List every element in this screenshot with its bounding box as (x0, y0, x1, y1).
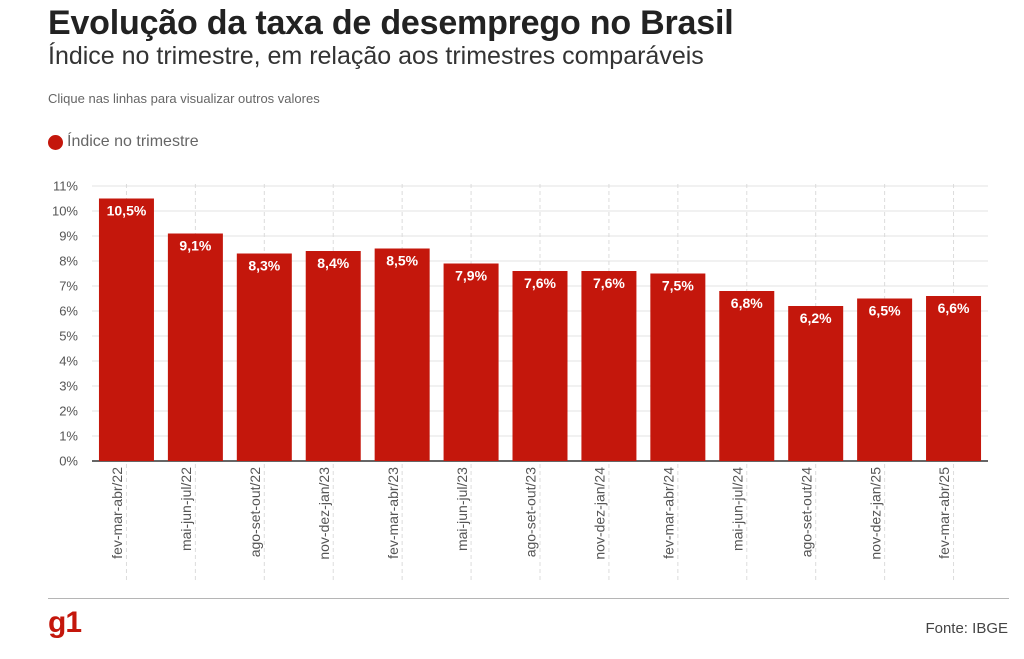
y-tick-label: 4% (59, 354, 78, 369)
bar (581, 271, 637, 461)
bar-value-label: 7,5% (662, 278, 694, 294)
bar (857, 298, 913, 461)
bar-value-label: 6,8% (731, 295, 763, 311)
chart-instruction: Clique nas linhas para visualizar outros… (48, 91, 320, 106)
chart-subtitle: Índice no trimestre, em relação aos trim… (48, 42, 704, 70)
bar-chart: 10,5% 9,1% 8,3% 8,4% 8,5% 7,9% 7,6% 7,6% 7,5% 6,8… (52, 179, 988, 581)
bar-value-label: 10,5% (107, 203, 147, 219)
bar-value-label: 8,3% (248, 258, 280, 274)
y-tick-label: 5% (59, 329, 78, 344)
y-tick-label: 2% (59, 404, 78, 419)
bar-value-label: 9,1% (179, 238, 211, 254)
footer-divider (48, 598, 1009, 599)
y-tick-label: 1% (59, 429, 78, 444)
y-tick-label: 9% (59, 229, 78, 244)
legend-label: Índice no trimestre (67, 133, 199, 150)
bar (167, 233, 223, 461)
x-tick-label: fev-mar-abr/23 (385, 467, 401, 559)
x-axis-ticks: fev-mar-abr/22 mai-jun-jul/22 ago-set-out/… (109, 467, 952, 560)
x-tick-label: ago-set-out/23 (523, 467, 539, 557)
bar (374, 248, 430, 461)
y-tick-label: 0% (59, 454, 78, 469)
bar (719, 291, 775, 461)
x-tick-label: nov-dez-jan/23 (316, 467, 332, 560)
x-tick-label: mai-jun-jul/24 (729, 467, 745, 551)
bar-value-label: 7,6% (593, 275, 625, 291)
x-tick-label: mai-jun-jul/23 (454, 467, 470, 551)
bar (788, 306, 844, 461)
bar (650, 273, 706, 461)
bar-value-label: 8,4% (317, 255, 349, 271)
chart-title: Evolução da taxa de desemprego no Brasil (48, 4, 734, 42)
bar (512, 271, 568, 461)
y-tick-label: 6% (59, 304, 78, 319)
x-tick-label: mai-jun-jul/22 (178, 467, 194, 551)
bar-value-label: 7,9% (455, 268, 487, 284)
x-tick-label: ago-set-out/22 (247, 467, 263, 557)
bars: 10,5% 9,1% 8,3% 8,4% 8,5% 7,9% 7,6% 7,6% 7,5% 6,8… (98, 198, 982, 461)
x-tick-label: fev-mar-abr/22 (109, 467, 125, 559)
bar (926, 296, 982, 461)
x-tick-label: nov-dez-jan/24 (592, 467, 608, 560)
bar (443, 263, 499, 461)
bar-value-label: 6,5% (869, 303, 901, 319)
x-tick-label: ago-set-out/24 (798, 467, 814, 557)
bar (305, 251, 361, 461)
bar (236, 253, 292, 461)
y-tick-label: 8% (59, 254, 78, 269)
legend-dot-icon (48, 134, 63, 150)
bar-value-label: 7,6% (524, 275, 556, 291)
chart-legend[interactable]: Índice no trimestre (48, 133, 199, 151)
x-tick-label: fev-mar-abr/24 (661, 467, 677, 559)
bar-value-label: 8,5% (386, 253, 418, 269)
x-tick-label: fev-mar-abr/25 (936, 467, 952, 559)
y-tick-label: 7% (59, 279, 78, 294)
g1-logo[interactable]: g1 (48, 606, 82, 639)
x-tick-label: nov-dez-jan/25 (867, 467, 883, 560)
y-tick-label: 11% (53, 179, 78, 194)
y-tick-label: 10% (52, 204, 78, 219)
bar-value-label: 6,6% (938, 300, 970, 316)
source-note: Fonte: IBGE (925, 620, 1008, 637)
y-tick-label: 3% (59, 379, 78, 394)
bar-value-label: 6,2% (800, 310, 832, 326)
y-axis-ticks: 0% 1% 2% 3% 4% 5% 6% 7% 8% 9% 10% 11% (52, 179, 78, 469)
bar (98, 198, 154, 461)
